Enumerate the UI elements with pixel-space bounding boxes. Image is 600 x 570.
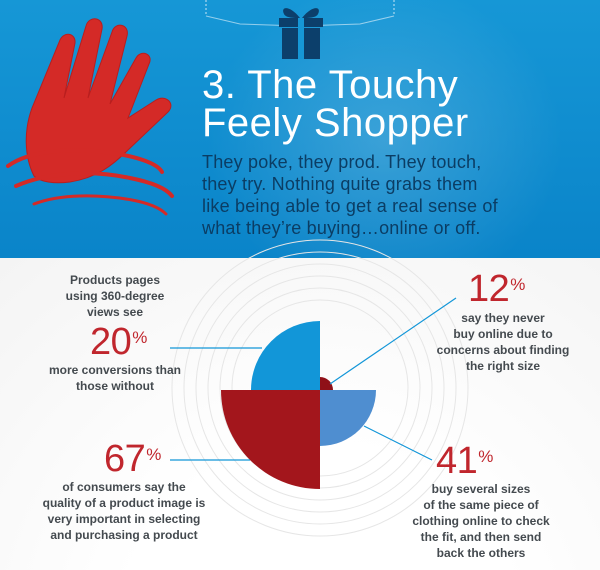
stat-sizes-number: 41 [436, 440, 478, 482]
stat-sizes-detail: buy several sizes of the same piece of c… [386, 481, 576, 561]
stat-sizes-value: 41% [436, 442, 493, 480]
stat-views-post-1: more conversions than [48, 363, 182, 377]
stat-size-line-4: the right size [465, 359, 540, 373]
stat-sizes-line-4: the fit, and then send [420, 530, 542, 544]
intro-line-3: like being able to get a real sense of [202, 196, 498, 216]
stat-sizes-line-1: buy several sizes [431, 482, 531, 496]
stat-size-number: 12 [468, 268, 510, 310]
leader-lines [170, 297, 457, 461]
leader-size [329, 297, 457, 385]
stat-size-unit: % [510, 275, 525, 294]
intro-paragraph: They poke, they prod. They touch, they t… [202, 151, 552, 239]
ripple-rings [171, 239, 469, 537]
stat-quality-value: 67% [104, 440, 161, 478]
title-line-2: Feely Shopper [202, 101, 469, 145]
quadrant-quality [221, 390, 320, 489]
stat-views-detail: more conversions than those without [25, 362, 205, 394]
gift-icon [279, 8, 323, 59]
stat-quality-line-4: and purchasing a product [50, 528, 198, 542]
stat-views-number: 20 [90, 321, 132, 363]
stat-size-line-1: say they never [461, 311, 545, 325]
stat-views-intro: Products pages using 360-degree views se… [40, 272, 190, 320]
stat-views-unit: % [132, 328, 147, 347]
stat-sizes-line-3: clothing online to check [412, 514, 550, 528]
stat-quality-number: 67 [104, 438, 146, 480]
stat-size-detail: say they never buy online due to concern… [418, 310, 588, 374]
stat-sizes-line-2: of the same piece of [423, 498, 539, 512]
quadrant-size [320, 377, 333, 390]
intro-line-4: what they’re buying…online or off. [202, 218, 481, 238]
intro-line-1: They poke, they prod. They touch, [202, 152, 482, 172]
leader-sizes [363, 425, 433, 461]
stat-views-line-3: views see [86, 305, 144, 319]
title-line-1: 3. The Touchy [202, 63, 459, 107]
stat-size-value: 12% [468, 270, 525, 308]
stat-sizes-line-5: back the others [436, 546, 526, 560]
intro-line-2: they try. Nothing quite grabs them [202, 174, 478, 194]
quadrant-chart [221, 321, 376, 489]
quadrant-views [251, 321, 320, 390]
stat-quality-unit: % [146, 445, 161, 464]
stat-views-value: 20% [90, 323, 147, 361]
stat-size-line-3: concerns about finding [436, 343, 570, 357]
stat-size-line-2: buy online due to [453, 327, 553, 341]
stat-quality-line-1: of consumers say the [62, 480, 186, 494]
stat-views-line-2: using 360-degree [65, 289, 165, 303]
stat-quality-detail: of consumers say the quality of a produc… [14, 479, 234, 543]
quadrant-sizes [320, 390, 376, 446]
stat-quality-line-3: very important in selecting [47, 512, 201, 526]
stat-views-line-1: Products pages [69, 273, 161, 287]
stat-sizes-unit: % [478, 447, 493, 466]
stat-quality-line-2: quality of a product image is [42, 496, 206, 510]
hand-icon [6, 18, 174, 216]
page-title: 3. The Touchy Feely Shopper [202, 63, 469, 145]
header-highlight [205, 0, 565, 258]
stat-views-post-2: those without [76, 379, 154, 393]
